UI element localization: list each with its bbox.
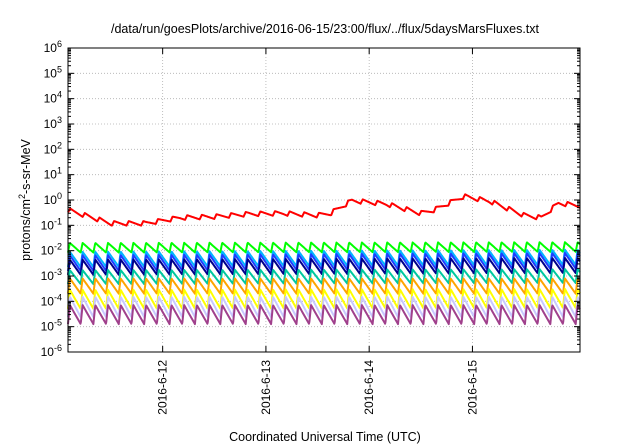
series-line-8 bbox=[67, 288, 581, 310]
y-axis-label-base: protons/cm bbox=[19, 199, 33, 261]
y-tick-label: 10-3 bbox=[41, 267, 62, 283]
series-line-10 bbox=[67, 304, 581, 326]
y-tick-label: 102 bbox=[44, 140, 62, 156]
x-tick-label: 2016-6-15 bbox=[465, 360, 479, 415]
y-tick-label: 10-4 bbox=[41, 292, 62, 308]
y-tick-label: 104 bbox=[44, 90, 62, 106]
y-tick-label: 106 bbox=[44, 39, 62, 55]
y-tick-label: 103 bbox=[44, 115, 62, 131]
series-line-1 bbox=[67, 193, 581, 227]
y-tick-label: 10-2 bbox=[41, 242, 62, 258]
y-tick-label: 101 bbox=[44, 166, 62, 182]
y-tick-label: 10-1 bbox=[41, 216, 62, 232]
x-tick-label: 2016-6-13 bbox=[259, 360, 273, 415]
series-line-9 bbox=[67, 295, 581, 319]
series-line-4 bbox=[67, 252, 581, 272]
series-line-2 bbox=[67, 241, 581, 254]
chart-title: /data/run/goesPlots/archive/2016-06-15/2… bbox=[111, 22, 540, 36]
y-axis-label-rest: -s-sr-MeV bbox=[19, 138, 33, 194]
series-line-7 bbox=[67, 277, 581, 295]
x-tick-label: 2016-6-12 bbox=[156, 360, 170, 415]
x-axis-label: Coordinated Universal Time (UTC) bbox=[229, 430, 421, 444]
series-line-5 bbox=[67, 256, 581, 276]
series-line-3 bbox=[67, 248, 581, 268]
x-axis: 2016-6-12 2016-6-13 2016-6-14 2016-6-15 bbox=[156, 48, 479, 415]
y-tick-label: 10-6 bbox=[41, 343, 62, 359]
y-tick-label: 10-5 bbox=[41, 318, 62, 334]
y-axis-label-sup: 2 bbox=[17, 194, 27, 199]
y-tick-label: 105 bbox=[44, 64, 62, 80]
y-tick-label: 100 bbox=[44, 191, 62, 207]
y-axis: 10-6 10-5 10-4 10-3 10-2 10-1 100 101 102 103 104 1… bbox=[41, 39, 580, 359]
x-tick-label: 2016-6-14 bbox=[362, 360, 376, 415]
y-axis-label: protons/cm2-s-sr-MeV bbox=[17, 138, 33, 260]
series-lines bbox=[67, 193, 581, 326]
series-line-6 bbox=[67, 268, 581, 286]
